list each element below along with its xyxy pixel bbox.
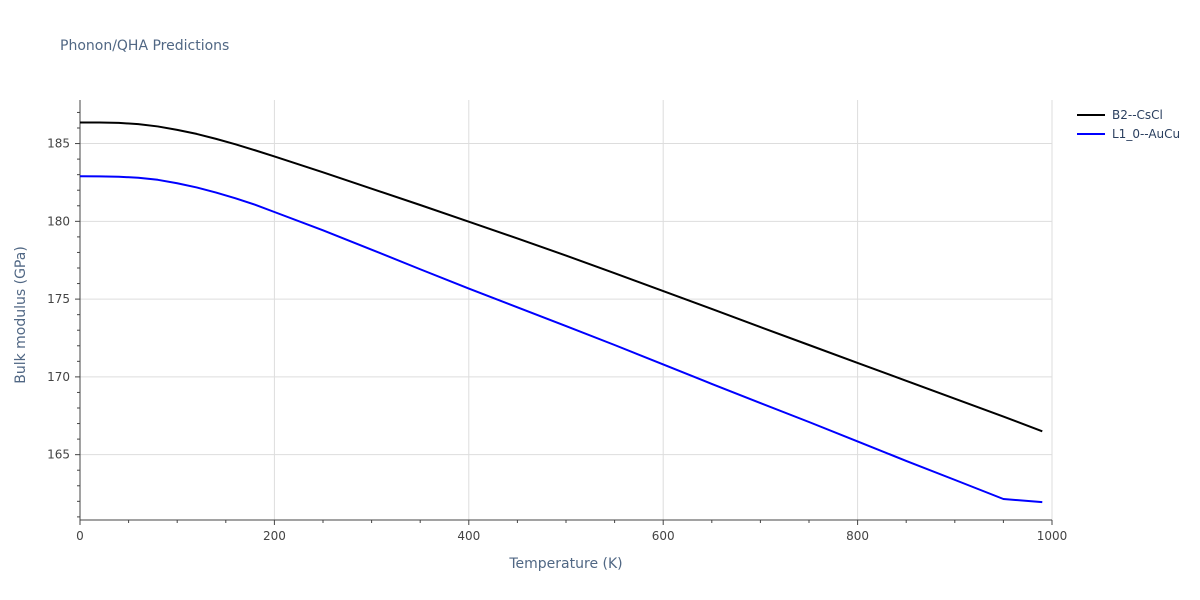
y-tick-label: 180 [47, 214, 70, 228]
legend-item[interactable]: L1_0--AuCu [1077, 127, 1180, 141]
legend[interactable]: B2--CsCl L1_0--AuCu [1077, 108, 1180, 141]
series-line-0 [80, 121, 1043, 433]
x-tick-label: 1000 [1037, 529, 1068, 543]
series-lines [79, 121, 1043, 504]
y-tick-label: 175 [47, 292, 70, 306]
y-tick-label: 165 [47, 448, 70, 462]
chart-title: Phonon/QHA Predictions [60, 38, 229, 54]
y-tick-label: 185 [47, 137, 70, 151]
y-axis-title: Bulk modulus (GPa) [13, 246, 29, 384]
x-tick-label: 800 [846, 529, 869, 543]
axes: 0 200 400 600 800 1000 165 170 175 180 185 [47, 100, 1067, 543]
legend-label: B2--CsCl [1112, 108, 1163, 122]
grid-lines [80, 100, 1053, 520]
y-tick-label: 170 [47, 370, 70, 384]
x-tick-label: 200 [263, 529, 286, 543]
x-axis-title: Temperature (K) [508, 556, 622, 572]
legend-item[interactable]: B2--CsCl [1077, 108, 1163, 122]
legend-label: L1_0--AuCu [1112, 127, 1180, 141]
x-tick-label: 400 [457, 529, 480, 543]
series-line-1 [79, 175, 1043, 504]
x-tick-label: 600 [652, 529, 675, 543]
x-tick-label: 0 [76, 529, 84, 543]
